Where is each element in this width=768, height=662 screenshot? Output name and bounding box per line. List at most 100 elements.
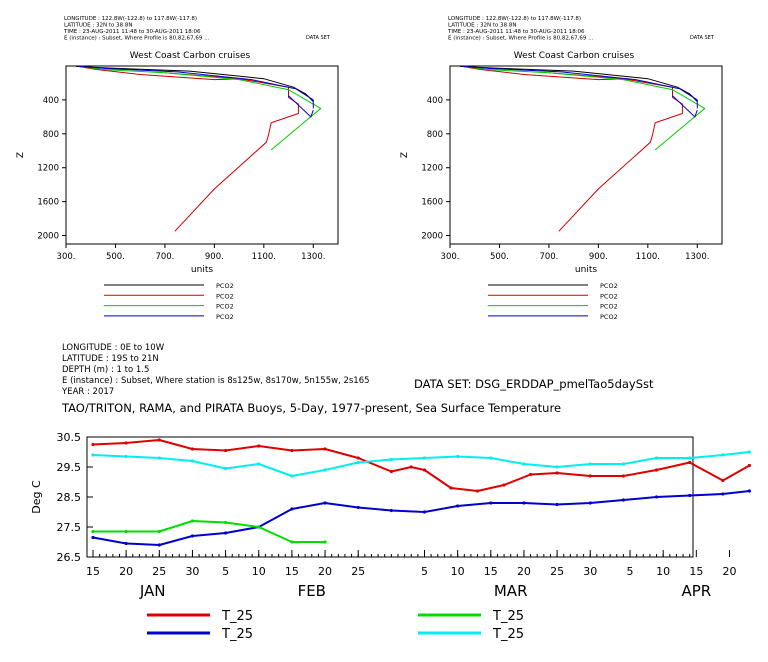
- data-point: [721, 478, 725, 483]
- x-tick-label: 15: [285, 565, 299, 578]
- legend-label: PCO2: [600, 292, 618, 300]
- data-point: [721, 492, 725, 496]
- x-tick-label: 10: [656, 565, 670, 578]
- plot-header-line: LATITUDE : 32N to 38.8N: [448, 23, 516, 29]
- plot-header-line: DEPTH (m) : 1 to 1.5: [62, 365, 149, 375]
- plot-header-line: LONGITUDE : 122.8W(-122.8) to 117.8W(-11…: [64, 16, 197, 22]
- x-tick-label: 900.: [589, 252, 608, 262]
- legend-label: T_25: [492, 609, 524, 624]
- data-point: [422, 456, 427, 460]
- data-point: [323, 468, 327, 472]
- data-point: [588, 462, 592, 466]
- data-point: [654, 468, 659, 472]
- y-tick-label: 1600: [421, 198, 443, 208]
- data-point: [654, 495, 659, 499]
- y-tick-label: 400: [427, 96, 443, 106]
- y-tick-label: 2000: [37, 232, 59, 242]
- y-axis-label: Z: [400, 152, 410, 158]
- y-tick-label: 1200: [421, 164, 443, 174]
- x-tick-label: 30: [583, 565, 597, 578]
- data-point: [257, 444, 261, 448]
- data-point: [422, 510, 427, 514]
- data-point: [190, 519, 195, 523]
- data-point: [290, 474, 294, 478]
- plot-header-line: LATITUDE : 19S to 21N: [62, 354, 159, 364]
- plot-header-line: TIME : 23-AUG-2011 11:48 to 30-AUG-2011 …: [63, 29, 201, 35]
- series-line: [78, 65, 245, 81]
- y-tick-label: 800: [427, 130, 443, 140]
- x-tick-label: 300.: [57, 252, 76, 262]
- data-point: [389, 508, 393, 513]
- data-point: [389, 469, 393, 474]
- data-point: [747, 489, 751, 493]
- y-tick-label: 1200: [37, 164, 59, 174]
- dataset-label: DATA SET: DSG_ERDDAP_pmelTao5daySst: [414, 377, 654, 391]
- month-label: APR: [681, 582, 711, 600]
- series-line: [78, 65, 314, 109]
- data-point: [621, 474, 626, 478]
- series-line: [93, 520, 325, 543]
- data-point: [290, 507, 294, 511]
- data-point: [721, 453, 725, 457]
- data-point: [555, 465, 559, 469]
- legend-label: PCO2: [216, 313, 234, 321]
- chart-title: TAO/TRITON, RAMA, and PIRATA Buoys, 5-Da…: [61, 401, 561, 415]
- x-axis-label: units: [575, 265, 597, 275]
- y-tick-label: 26.5: [57, 551, 82, 564]
- data-point: [224, 520, 228, 525]
- series-line: [288, 95, 314, 118]
- legend-label: PCO2: [216, 303, 234, 311]
- x-tick-label: 25: [550, 565, 564, 578]
- data-point: [688, 456, 692, 460]
- y-tick-label: 2000: [421, 232, 443, 242]
- x-tick-label: 30: [185, 565, 199, 578]
- x-tick-label: 20: [722, 565, 736, 578]
- data-point: [449, 486, 453, 490]
- month-label: MAR: [494, 582, 528, 600]
- data-point: [522, 501, 526, 505]
- dataset-label: DATA SET: [690, 35, 715, 41]
- y-axis-label: Z: [16, 152, 26, 158]
- series-line: [164, 72, 299, 232]
- x-tick-label: 20: [517, 565, 531, 578]
- legend-label: PCO2: [600, 303, 618, 311]
- data-point: [528, 472, 533, 477]
- x-tick-label: 500.: [106, 252, 125, 262]
- profile-plot-2: LONGITUDE : 122.8W(-122.8) to 117.8W(-11…: [400, 16, 723, 321]
- data-point: [323, 447, 327, 451]
- x-tick-label: 25: [351, 565, 365, 578]
- data-point: [356, 460, 360, 465]
- series-line: [548, 72, 683, 232]
- data-point: [555, 471, 559, 475]
- data-point: [522, 462, 526, 466]
- data-point: [747, 463, 751, 468]
- data-point: [224, 531, 228, 535]
- data-point: [224, 466, 228, 471]
- series-line: [92, 439, 750, 492]
- data-point: [489, 501, 493, 505]
- x-tick-label: 10: [252, 565, 266, 578]
- data-point: [409, 465, 413, 469]
- data-point: [747, 450, 751, 454]
- series-line: [462, 65, 629, 81]
- legend-label: PCO2: [216, 292, 234, 300]
- data-point: [224, 448, 228, 453]
- x-axis-label: units: [191, 265, 213, 275]
- x-tick-label: 15: [484, 565, 498, 578]
- data-point: [290, 540, 294, 544]
- y-tick-label: 29.5: [57, 461, 82, 474]
- series-line: [80, 65, 322, 151]
- x-tick-label: 900.: [205, 252, 224, 262]
- legend-label: T_25: [492, 627, 524, 642]
- series-line: [672, 95, 698, 118]
- data-point: [588, 474, 592, 478]
- plot-frame: [449, 65, 723, 245]
- y-tick-label: 30.5: [57, 431, 82, 444]
- data-point: [157, 543, 161, 547]
- data-point: [475, 489, 480, 493]
- data-point: [91, 535, 95, 540]
- chart-title: West Coast Carbon cruises: [130, 51, 251, 61]
- plot-header-line: E (instance) : Subset, Where station is …: [62, 376, 370, 386]
- x-tick-label: 1100.: [252, 252, 276, 262]
